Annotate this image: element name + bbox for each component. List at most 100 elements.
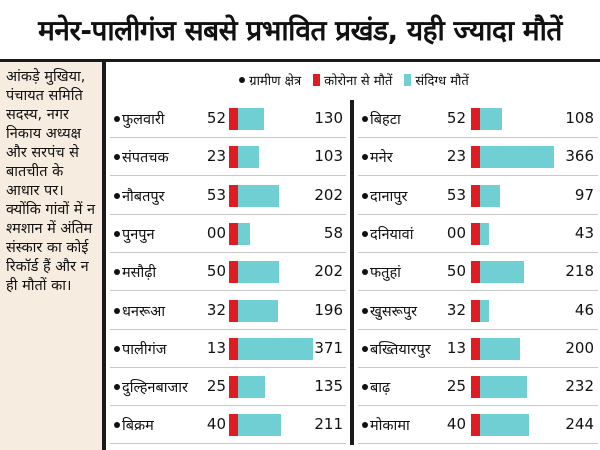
row-bullet: [114, 269, 120, 276]
table-row: बाढ़ 25 232: [358, 368, 598, 407]
table-row: पुनपुन 00 58: [110, 215, 346, 253]
block-name: बख्तियारपुर: [370, 341, 431, 358]
table-row: पालीगंज 13 371: [110, 330, 346, 368]
table-row: बिहटा 52 108: [358, 100, 598, 138]
source-note: आंकड़े मुखिया, पंचायत समिति सदस्य, नगर न…: [0, 62, 106, 450]
suspected-bar: [480, 299, 490, 322]
row-bullet: [114, 116, 120, 122]
row-bullet: [114, 192, 120, 199]
block-name: बिहटा: [370, 112, 401, 128]
suspected-bar: [238, 376, 266, 399]
block-name: नौबतपुर: [122, 188, 165, 205]
block-name: मसौढ़ी: [122, 265, 157, 282]
block-name: खुसरूपुर: [370, 303, 418, 320]
corona-bar: [229, 184, 238, 207]
block-name: पालीगंज: [122, 341, 167, 358]
row-bullet: [362, 154, 368, 161]
corona-deaths-label: 32: [446, 300, 466, 319]
suspected-bar: [480, 414, 530, 437]
legend-suspected-swatch: [404, 74, 412, 86]
table-row: धनरूआ 32 196: [110, 292, 346, 330]
legend-corona-label: कोरोना से मौतें: [324, 74, 393, 89]
suspected-bar: [238, 222, 250, 245]
row-bullet: [362, 422, 368, 429]
right-block-list: बिहटा 52 108 मनेर 23 366 दानापुर 53 97 दनियावां 00…: [358, 100, 598, 445]
corona-bar: [229, 261, 238, 284]
corona-deaths-label: 00: [446, 223, 466, 242]
corona-bar: [229, 146, 238, 169]
row-bullet: [362, 269, 368, 276]
suspected-deaths-label: 202: [314, 185, 343, 204]
suspected-deaths-label: 135: [314, 377, 343, 396]
corona-deaths-label: 40: [206, 415, 226, 434]
table-row: फतुहां 50 218: [358, 253, 598, 292]
row-bullet: [114, 154, 120, 161]
legend-rural-marker: [239, 77, 246, 83]
table-row: दानापुर 53 97: [358, 177, 598, 215]
block-name: मनेर: [370, 150, 393, 167]
suspected-deaths-label: 46: [574, 300, 594, 319]
block-name: बिक्रम: [122, 418, 154, 435]
row-bullet: [362, 345, 368, 352]
legend-suspected-label: संदिग्ध मौतें: [415, 74, 469, 89]
corona-bar: [471, 222, 480, 245]
corona-bar: [229, 414, 238, 437]
suspected-bar: [480, 376, 527, 399]
row-bullet: [114, 307, 120, 314]
table-row: दुल्हिनबाजार 25 135: [110, 368, 346, 407]
suspected-deaths-label: 196: [314, 300, 343, 319]
table-row: दनियावां 00 43: [358, 215, 598, 253]
corona-bar: [229, 299, 238, 322]
row-bullet: [114, 230, 120, 237]
suspected-bar: [480, 261, 525, 284]
block-name: संपतचक: [122, 150, 169, 167]
legend-corona: कोरोना से मौतें: [313, 71, 392, 89]
table-row: बिक्रम 40 211: [110, 406, 346, 445]
row-bullet: [114, 422, 120, 429]
block-name: बाढ़: [370, 380, 391, 397]
row-bullet: [114, 345, 120, 352]
block-name: फुलवारी: [122, 112, 165, 128]
corona-deaths-label: 52: [206, 109, 226, 127]
suspected-deaths-label: 130: [314, 109, 343, 127]
suspected-bar: [238, 108, 265, 130]
corona-deaths-label: 23: [446, 147, 466, 166]
suspected-bar: [480, 146, 554, 169]
corona-bar: [471, 184, 480, 207]
suspected-deaths-label: 232: [565, 377, 594, 396]
suspected-deaths-label: 108: [565, 109, 594, 127]
suspected-bar: [238, 146, 259, 169]
table-row: मोकामा 40 244: [358, 406, 598, 445]
corona-bar: [471, 299, 480, 322]
suspected-bar: [480, 337, 521, 360]
corona-bar: [471, 414, 480, 437]
suspected-deaths-label: 200: [565, 338, 594, 357]
corona-deaths-label: 50: [206, 262, 226, 281]
table-row: बख्तियारपुर 13 200: [358, 330, 598, 368]
corona-bar: [229, 337, 238, 360]
suspected-deaths-label: 244: [565, 415, 594, 434]
legend-rural-label: ग्रामीण क्षेत्र: [249, 74, 302, 89]
corona-deaths-label: 25: [206, 377, 226, 396]
suspected-bar: [480, 108, 502, 130]
row-bullet: [362, 116, 368, 122]
block-name: दुल्हिनबाजार: [122, 380, 188, 397]
corona-deaths-label: 40: [446, 415, 466, 434]
suspected-deaths-label: 211: [314, 415, 343, 434]
suspected-deaths-label: 371: [314, 338, 343, 357]
corona-deaths-label: 53: [446, 185, 466, 204]
legend-corona-swatch: [313, 74, 321, 86]
corona-deaths-label: 52: [446, 109, 466, 127]
suspected-deaths-label: 58: [323, 223, 343, 242]
corona-bar: [471, 261, 480, 284]
legend-rural: ग्रामीण क्षेत्र: [239, 71, 301, 89]
suspected-bar: [238, 337, 313, 360]
suspected-bar: [238, 414, 281, 437]
suspected-bar: [480, 222, 489, 245]
corona-bar: [229, 108, 238, 130]
block-name: धनरूआ: [122, 303, 166, 320]
corona-bar: [471, 376, 480, 399]
corona-bar: [229, 376, 238, 399]
corona-deaths-label: 13: [446, 338, 466, 357]
table-row: नौबतपुर 53 202: [110, 177, 346, 215]
